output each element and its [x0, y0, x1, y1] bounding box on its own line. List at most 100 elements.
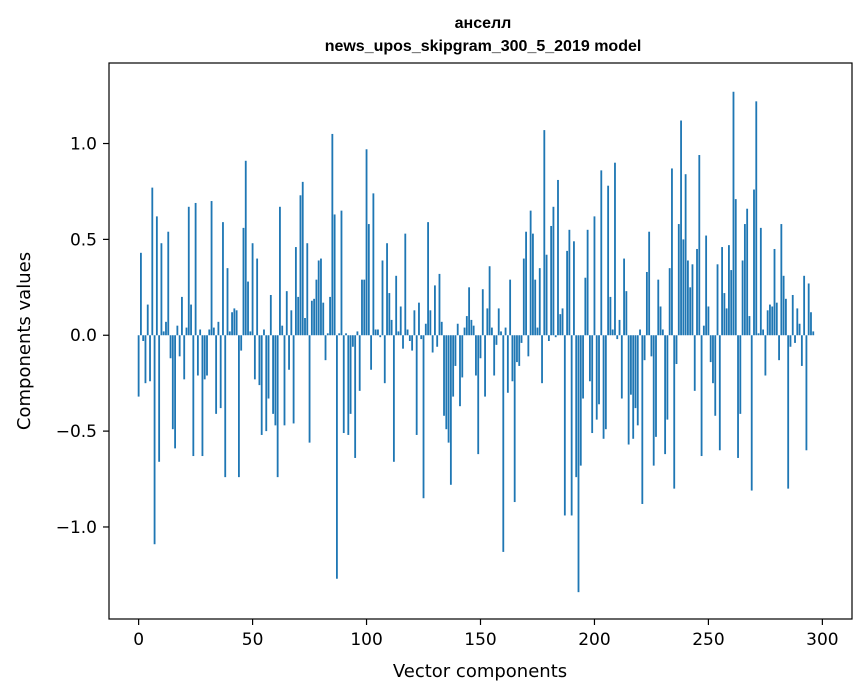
bar [522, 258, 525, 336]
bar [235, 310, 238, 336]
bar [381, 260, 384, 336]
bar [162, 331, 165, 336]
bar [775, 302, 778, 336]
bar [506, 335, 509, 393]
bar [285, 291, 288, 336]
bar [283, 335, 286, 426]
bar [470, 319, 473, 336]
bar [750, 335, 753, 491]
bar [746, 208, 749, 336]
bar [707, 306, 710, 336]
bar [796, 308, 799, 336]
bar [677, 224, 680, 336]
bar [625, 291, 628, 336]
bar [728, 245, 730, 336]
bar [748, 316, 751, 336]
bar [698, 155, 701, 336]
bar [598, 335, 600, 405]
bar [242, 227, 245, 336]
bar [377, 329, 379, 336]
bar [702, 325, 705, 336]
bar [773, 248, 776, 336]
bar [181, 296, 183, 336]
bar [292, 335, 295, 424]
bar [559, 314, 562, 336]
bar [151, 187, 154, 336]
bar [493, 335, 496, 376]
bar [215, 335, 218, 414]
bar [219, 335, 222, 409]
bar [322, 302, 325, 336]
bar [356, 331, 359, 336]
bar [778, 335, 780, 361]
bar [550, 225, 553, 336]
bar [762, 329, 765, 336]
bar [468, 287, 471, 336]
bar [714, 335, 717, 416]
bar [365, 149, 368, 336]
bar [771, 306, 774, 336]
bar [486, 308, 489, 336]
bar [490, 327, 493, 336]
bar [251, 243, 254, 336]
bar [297, 296, 300, 336]
bar [347, 335, 350, 435]
bar [693, 335, 696, 391]
bar [591, 335, 594, 434]
bar [734, 199, 737, 336]
bar [178, 335, 181, 357]
bar [247, 281, 249, 336]
bar [573, 241, 575, 336]
bar [447, 335, 450, 443]
bar [577, 335, 580, 593]
bar [800, 335, 803, 366]
bar [370, 335, 373, 370]
bar [588, 335, 591, 382]
bar [566, 250, 569, 336]
bar [174, 335, 176, 449]
bar [361, 279, 363, 336]
bar [404, 233, 407, 336]
bar [461, 335, 464, 378]
bar [709, 335, 712, 363]
bar [413, 310, 416, 336]
y-tick-label: 0.5 [70, 230, 97, 250]
y-tick-label: 1.0 [70, 135, 97, 155]
bar [764, 335, 767, 376]
x-axis-label: Vector components [393, 661, 567, 682]
bar [196, 335, 199, 376]
y-tick-label: 0.0 [70, 326, 97, 346]
bar [281, 325, 284, 336]
bar [434, 285, 436, 336]
bar [475, 335, 477, 376]
bar [538, 268, 541, 336]
bar [705, 235, 708, 336]
bar [504, 327, 507, 336]
bar [684, 174, 687, 336]
bar [452, 335, 455, 397]
bar [536, 327, 539, 336]
bar [723, 293, 726, 336]
bar [249, 331, 252, 336]
bar [741, 260, 744, 336]
bar [579, 335, 582, 466]
bar [443, 335, 445, 416]
bar [755, 101, 758, 336]
bar [563, 335, 566, 516]
bar [666, 335, 669, 420]
bar [263, 329, 265, 336]
bar [399, 306, 402, 336]
bar [256, 258, 259, 336]
bar [593, 216, 596, 336]
bar [395, 275, 398, 336]
bar [759, 227, 762, 336]
bar [634, 335, 637, 409]
bar [643, 335, 646, 361]
bar [258, 335, 261, 386]
bar [652, 335, 655, 466]
plot-frame [108, 62, 853, 620]
bar [304, 317, 306, 336]
bar [609, 296, 612, 336]
bar [354, 335, 357, 458]
